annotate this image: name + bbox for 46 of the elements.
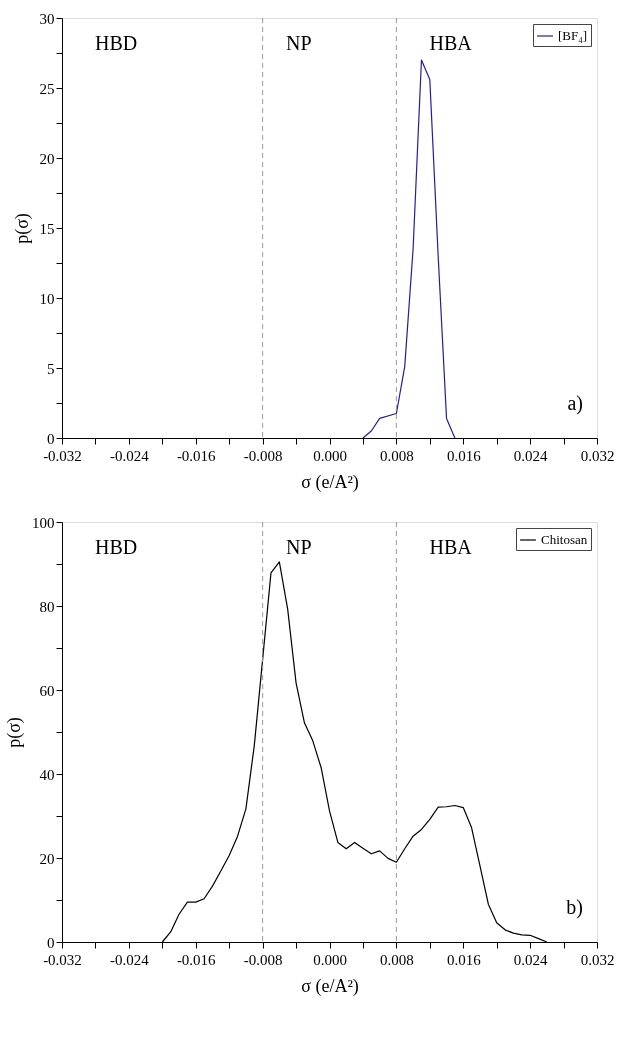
annotation: b) [566, 896, 583, 919]
x-axis-title: σ (e/A²) [301, 975, 359, 997]
x-tick-label: -0.024 [110, 951, 150, 968]
x-tick-label: -0.016 [176, 447, 217, 464]
annotation: HBA [429, 536, 473, 558]
x-tick-label: -0.008 [243, 951, 283, 968]
x-tick-label: 0.032 [580, 447, 615, 464]
line-series [362, 59, 456, 439]
y-tick-label: 0 [47, 934, 55, 951]
x-tick-label: 0.032 [580, 951, 615, 968]
y-tick-label: 15 [39, 220, 55, 237]
x-tick-label: 0.016 [446, 951, 482, 968]
y-tick-label: 60 [39, 682, 55, 699]
x-tick-label: 0.000 [313, 447, 347, 464]
y-tick-label: 20 [39, 150, 55, 167]
y-tick-label: 5 [47, 360, 55, 377]
x-tick-label: -0.032 [43, 951, 82, 968]
x-tick-label: 0.008 [380, 951, 414, 968]
annotation: HBD [95, 32, 138, 54]
x-tick-label: -0.024 [110, 447, 150, 464]
y-tick-label: 0 [47, 430, 55, 447]
y-axis-title: p(σ) [4, 717, 25, 748]
y-tick-label: 30 [39, 10, 55, 27]
annotation: a) [567, 392, 583, 415]
annotation: NP [285, 32, 312, 54]
annotation: HBD [95, 536, 138, 558]
y-tick-label: 40 [39, 766, 55, 783]
legend-label: [BF₄] [558, 28, 588, 43]
y-tick-label: 20 [39, 850, 55, 867]
x-axis-title: σ (e/A²) [301, 471, 359, 493]
x-tick-label: 0.016 [446, 447, 482, 464]
annotation: HBA [429, 32, 473, 54]
x-tick-label: -0.008 [243, 447, 283, 464]
x-tick-label: -0.032 [43, 447, 82, 464]
x-tick-label: 0.024 [513, 951, 548, 968]
x-tick-label: 0.008 [380, 447, 414, 464]
x-tick-label: -0.016 [176, 951, 217, 968]
annotation: NP [285, 536, 312, 558]
legend-label: Chitosan [541, 532, 588, 547]
y-tick-label: 100 [32, 514, 55, 531]
x-tick-label: 0.024 [513, 447, 548, 464]
y-tick-label: 80 [39, 598, 55, 615]
y-axis-title: p(σ) [11, 213, 33, 244]
x-tick-label: 0.000 [313, 951, 347, 968]
y-tick-label: 10 [39, 290, 55, 307]
y-tick-label: 25 [39, 80, 55, 97]
